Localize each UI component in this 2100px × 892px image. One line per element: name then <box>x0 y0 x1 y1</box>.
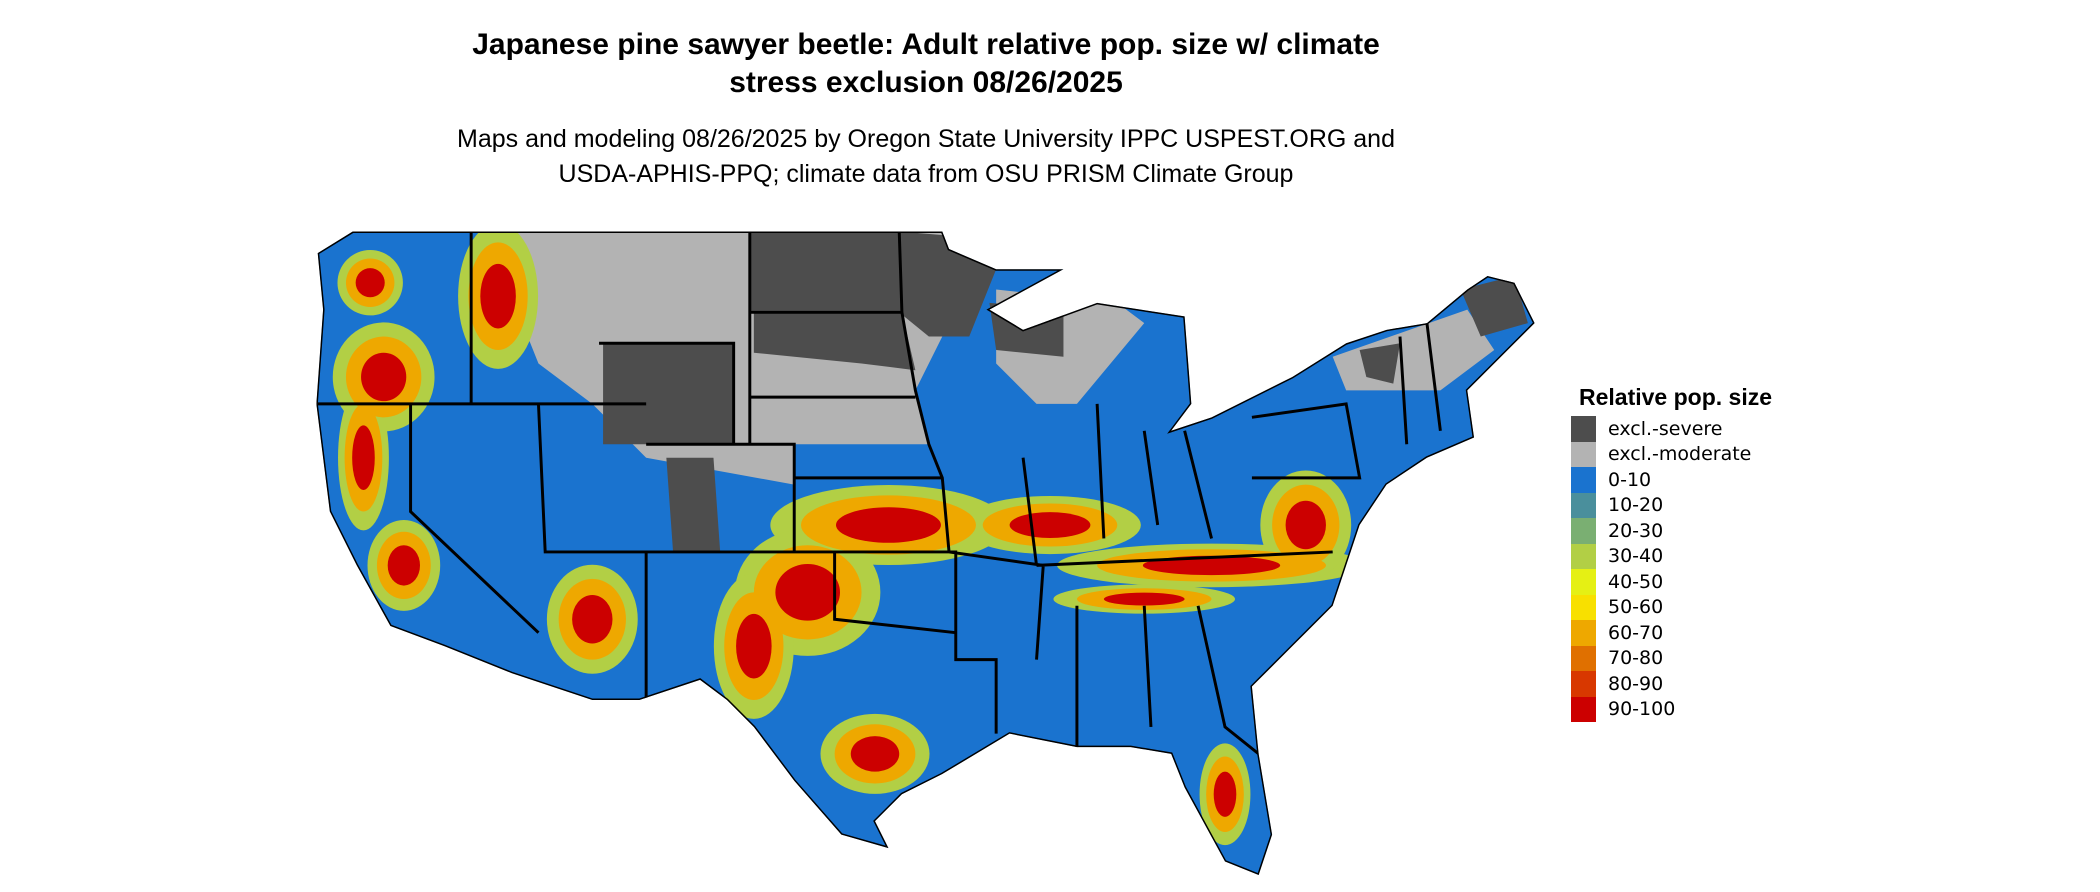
legend-label: 40-50 <box>1608 570 1664 593</box>
zone-90-100 <box>480 263 516 329</box>
legend-swatch <box>1571 543 1596 569</box>
legend-label: 20-30 <box>1608 519 1664 542</box>
legend-swatch <box>1571 645 1596 671</box>
legend-label: 10-20 <box>1608 494 1664 517</box>
legend-label: 60-70 <box>1608 621 1664 644</box>
legend-swatch <box>1571 492 1596 518</box>
legend-item: excl.-moderate <box>1571 441 1772 467</box>
legend-label: 50-60 <box>1608 596 1664 619</box>
legend-item: 0-10 <box>1571 467 1772 493</box>
legend-swatch <box>1571 441 1596 467</box>
legend-item: 40-50 <box>1571 569 1772 595</box>
subtitle-line-2: USDA-APHIS-PPQ; climate data from OSU PR… <box>558 160 1294 188</box>
legend-label: excl.-moderate <box>1608 443 1752 466</box>
legend-item: excl.-severe <box>1571 416 1772 442</box>
legend-swatch <box>1571 594 1596 620</box>
title-line-2: stress exclusion 08/26/2025 <box>729 66 1123 99</box>
zone-90-100 <box>387 545 420 586</box>
legend-items: excl.-severe excl.-moderate 0-10 10-20 20-30… <box>1571 416 1772 722</box>
zone-90-100 <box>835 507 941 543</box>
legend: Relative pop. size excl.-severe excl.-mod… <box>1571 382 1772 722</box>
zone-90-100 <box>736 613 772 679</box>
legend-item: 20-30 <box>1571 518 1772 544</box>
legend-item: 70-80 <box>1571 645 1772 671</box>
map-title: Japanese pine sawyer beetle: Adult relat… <box>0 26 1852 102</box>
legend-label: 90-100 <box>1608 698 1676 721</box>
legend-swatch <box>1571 696 1596 722</box>
legend-label: 0-10 <box>1608 468 1652 491</box>
title-line-1: Japanese pine sawyer beetle: Adult relat… <box>472 28 1380 61</box>
zone-90-100 <box>1285 500 1326 550</box>
zone-90-100 <box>1009 512 1091 538</box>
zone-90-100 <box>355 268 385 298</box>
legend-swatch <box>1571 569 1596 595</box>
state-borders <box>316 231 1535 876</box>
legend-item: 10-20 <box>1571 492 1772 518</box>
legend-swatch <box>1571 416 1596 442</box>
zone-90-100 <box>361 352 407 402</box>
zone-90-100 <box>1103 592 1185 606</box>
legend-swatch <box>1571 671 1596 697</box>
legend-swatch <box>1571 620 1596 646</box>
zone-90-100 <box>572 595 613 644</box>
legend-title: Relative pop. size <box>1579 384 1773 410</box>
legend-swatch <box>1571 467 1596 493</box>
legend-item: 30-40 <box>1571 543 1772 569</box>
zone-90-100 <box>1142 555 1281 576</box>
legend-item: 60-70 <box>1571 620 1772 646</box>
legend-item: 80-90 <box>1571 671 1772 697</box>
legend-item: 50-60 <box>1571 594 1772 620</box>
map-subtitle: Maps and modeling 08/26/2025 by Oregon S… <box>0 122 1852 192</box>
zone-90-100 <box>775 564 840 621</box>
legend-item: 90-100 <box>1571 696 1772 722</box>
zone-90-100 <box>352 425 375 491</box>
legend-label: 70-80 <box>1608 647 1664 670</box>
legend-label: excl.-severe <box>1608 417 1723 440</box>
zone-90-100 <box>850 736 900 772</box>
legend-swatch <box>1571 518 1596 544</box>
subtitle-line-1: Maps and modeling 08/26/2025 by Oregon S… <box>457 125 1395 153</box>
legend-label: 80-90 <box>1608 672 1664 695</box>
legend-label: 30-40 <box>1608 545 1664 568</box>
zone-90-100 <box>1213 771 1237 817</box>
